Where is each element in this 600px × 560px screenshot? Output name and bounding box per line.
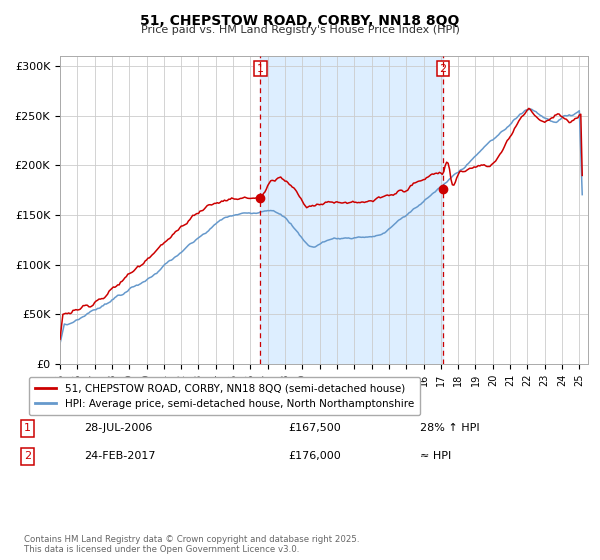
- Legend: 51, CHEPSTOW ROAD, CORBY, NN18 8QQ (semi-detached house), HPI: Average price, se: 51, CHEPSTOW ROAD, CORBY, NN18 8QQ (semi…: [29, 377, 420, 415]
- Text: Contains HM Land Registry data © Crown copyright and database right 2025.
This d: Contains HM Land Registry data © Crown c…: [24, 535, 359, 554]
- Text: £167,500: £167,500: [288, 423, 341, 433]
- Text: 2: 2: [24, 451, 31, 461]
- Text: 1: 1: [24, 423, 31, 433]
- Text: Price paid vs. HM Land Registry's House Price Index (HPI): Price paid vs. HM Land Registry's House …: [140, 25, 460, 35]
- Text: 28-JUL-2006: 28-JUL-2006: [84, 423, 152, 433]
- Text: ≈ HPI: ≈ HPI: [420, 451, 451, 461]
- Bar: [260, 56, 443, 364]
- Text: 1: 1: [257, 64, 264, 74]
- Text: 51, CHEPSTOW ROAD, CORBY, NN18 8QQ: 51, CHEPSTOW ROAD, CORBY, NN18 8QQ: [140, 14, 460, 28]
- Text: 24-FEB-2017: 24-FEB-2017: [84, 451, 155, 461]
- Text: £176,000: £176,000: [288, 451, 341, 461]
- Text: 28% ↑ HPI: 28% ↑ HPI: [420, 423, 479, 433]
- Text: 2: 2: [439, 64, 446, 74]
